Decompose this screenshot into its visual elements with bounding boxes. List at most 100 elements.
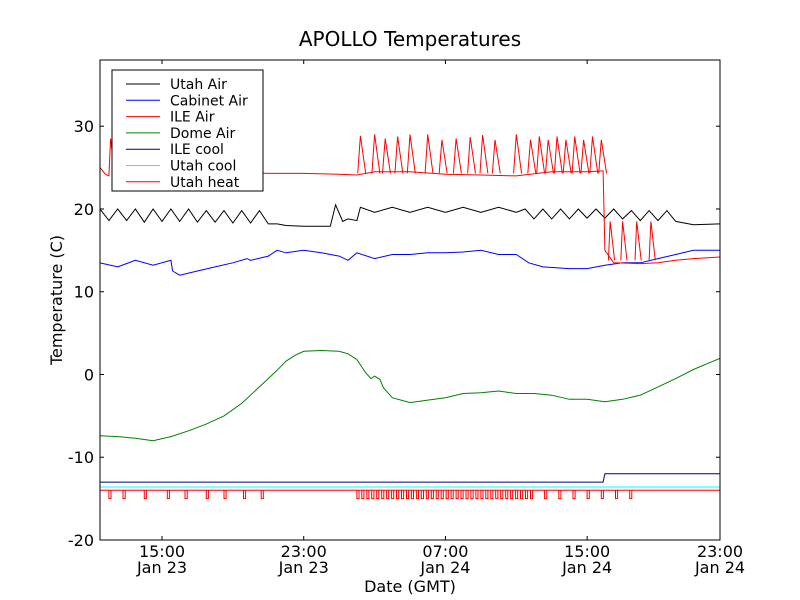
ile-air-spike [553, 136, 563, 174]
ile-air-spike [571, 136, 581, 174]
x-axis-label: Date (GMT) [364, 577, 456, 596]
ile-air-spike [424, 134, 434, 174]
ile-air-spike [394, 136, 404, 174]
utah-heat-pulse [184, 490, 188, 500]
ile-air-spike [580, 139, 590, 174]
utah-heat-pulse [520, 490, 524, 500]
ile-air-spike [634, 221, 642, 261]
ile-air-spike [382, 138, 391, 174]
utah-heat-pulse [615, 490, 619, 500]
utah-heat-pulse [515, 490, 519, 500]
legend-label-utah-cool: Utah cool [170, 159, 236, 175]
x-tick-label-date: Jan 23 [278, 558, 329, 577]
legend-label-ile-cool: ILE cool [170, 142, 224, 158]
legend-label-cabinet-air: Cabinet Air [170, 93, 248, 109]
utah-heat-pulse [205, 490, 209, 500]
utah-heat-pulse [450, 490, 454, 500]
ile-air-spike [406, 134, 416, 174]
utah-heat-pulse [586, 490, 590, 500]
ile-air-spike [648, 221, 656, 261]
utah-heat-pulse [361, 490, 365, 500]
utah-heat-pulse [544, 490, 548, 500]
y-tick-label: 0 [84, 365, 94, 384]
y-tick-label: -20 [68, 531, 94, 550]
utah-heat-pulse [460, 490, 464, 500]
utah-heat-pulse [455, 490, 459, 500]
utah-heat-pulse [401, 490, 405, 500]
utah-heat-pulse [371, 490, 375, 500]
utah-heat-pulse [223, 490, 227, 500]
utah-heat-pulse [386, 490, 390, 500]
utah-heat-pulse [480, 490, 484, 500]
ile-air-spike [589, 136, 599, 174]
utah-heat-pulse [490, 490, 494, 500]
x-tick-label-time: 15:00 [139, 542, 185, 561]
series-line-cabinet-air [100, 249, 720, 276]
y-axis-label: Temperature (C) [47, 235, 66, 366]
legend-label-utah-air: Utah Air [170, 77, 227, 93]
utah-heat-pulse [406, 490, 410, 500]
utah-heat-pulse [391, 490, 395, 500]
utah-heat-pulse [143, 490, 147, 500]
x-tick-label-time: 23:00 [281, 542, 327, 561]
x-tick-label-date: Jan 24 [694, 558, 745, 577]
utah-heat-pulse [410, 490, 414, 500]
ile-air-spike [545, 139, 554, 174]
utah-heat-pulse [356, 490, 360, 500]
y-tick-label: 20 [74, 200, 94, 219]
utah-heat-pulse [366, 490, 370, 500]
utah-heat-pulse [445, 490, 449, 500]
x-tick-label-time: 15:00 [564, 542, 610, 561]
x-tick-label-time: 23:00 [697, 542, 743, 561]
utah-heat-pulse [415, 490, 419, 500]
x-tick-label-time: 07:00 [422, 542, 468, 561]
utah-heat-pulse [470, 490, 474, 500]
utah-heat-pulse [525, 490, 529, 500]
utah-heat-pulse [122, 490, 126, 500]
utah-heat-pulse [485, 490, 489, 500]
utah-heat-pulse [495, 490, 499, 500]
utah-heat-pulse [440, 490, 444, 500]
x-tick-label-date: Jan 24 [561, 558, 612, 577]
ile-air-spike [491, 139, 501, 174]
utah-heat-pulse [500, 490, 504, 500]
utah-heat-pulse [430, 490, 434, 500]
utah-heat-pulse [243, 490, 247, 500]
plot-frame [99, 59, 721, 541]
ile-air-spike [357, 135, 367, 174]
utah-heat-pulse [465, 490, 469, 500]
legend-label-utah-heat: Utah heat [170, 175, 240, 191]
y-tick-label: 10 [74, 283, 94, 302]
y-tick-label: -10 [68, 448, 94, 467]
x-tick-label-date: Jan 23 [136, 558, 187, 577]
series-line-utah-air [100, 203, 720, 227]
utah-heat-pulse [381, 490, 385, 500]
legend-label-dome-air: Dome Air [170, 126, 236, 142]
ile-air-spike [513, 134, 523, 174]
ile-air-spike [607, 221, 616, 261]
y-tick-label: 30 [74, 117, 94, 136]
utah-heat-pulse [475, 490, 479, 500]
ile-air-spike [371, 134, 381, 174]
utah-heat-pulse [600, 490, 604, 500]
utah-heat-pulse [260, 490, 264, 500]
legend-box [111, 69, 264, 192]
ile-air-spike [598, 139, 608, 174]
chart-title: APOLLO Temperatures [299, 27, 521, 51]
utah-heat-pulse [505, 490, 509, 500]
ile-air-spike [527, 139, 537, 174]
utah-heat-pulse [530, 490, 534, 500]
ile-air-spike [467, 137, 476, 174]
utah-heat-pulse [572, 490, 576, 500]
ile-air-spike [562, 139, 572, 174]
utah-heat-pulse [108, 490, 112, 500]
utah-heat-pulse [396, 490, 400, 500]
series-line-ile-cool [100, 473, 720, 483]
x-tick-label-date: Jan 24 [419, 558, 470, 577]
utah-heat-pulse [166, 490, 170, 500]
ile-air-spike [536, 136, 546, 174]
utah-heat-pulse [558, 490, 562, 500]
